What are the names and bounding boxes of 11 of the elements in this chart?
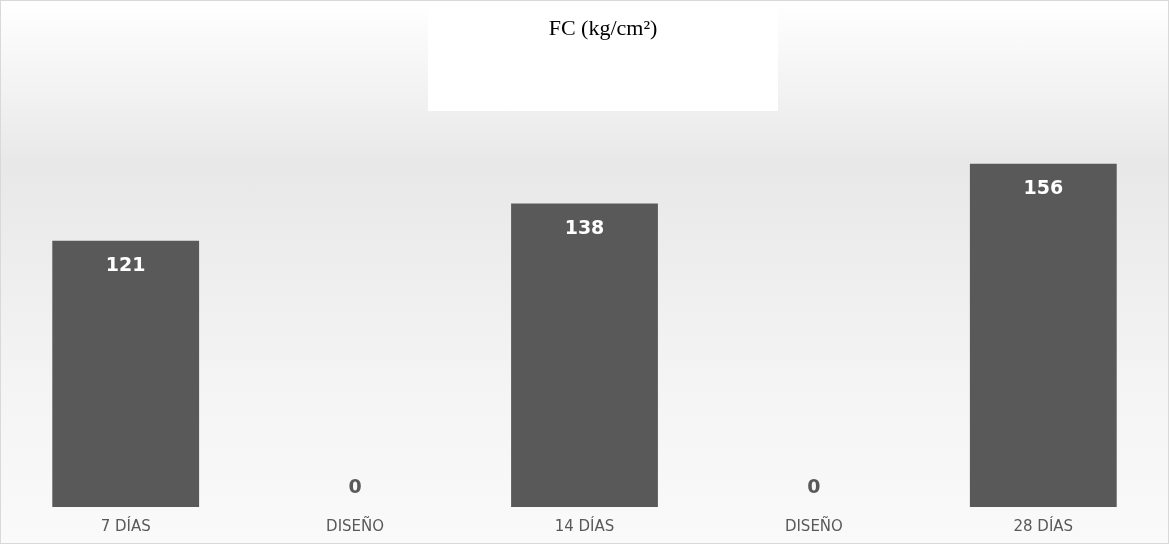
data-label: 0 <box>348 475 362 498</box>
x-tick-label: 14 DÍAS <box>554 515 615 535</box>
x-tick-label: DISEÑO <box>326 515 385 535</box>
chart-title: FC (kg/cm²) <box>428 5 778 111</box>
data-label: 0 <box>807 475 821 498</box>
x-tick-label: 28 DÍAS <box>1013 515 1074 535</box>
x-tick-label: 7 DÍAS <box>100 515 151 535</box>
data-label: 156 <box>1023 176 1064 199</box>
data-label: 138 <box>564 215 605 238</box>
x-tick-label: DISEÑO <box>784 515 843 535</box>
data-label: 121 <box>105 253 146 276</box>
